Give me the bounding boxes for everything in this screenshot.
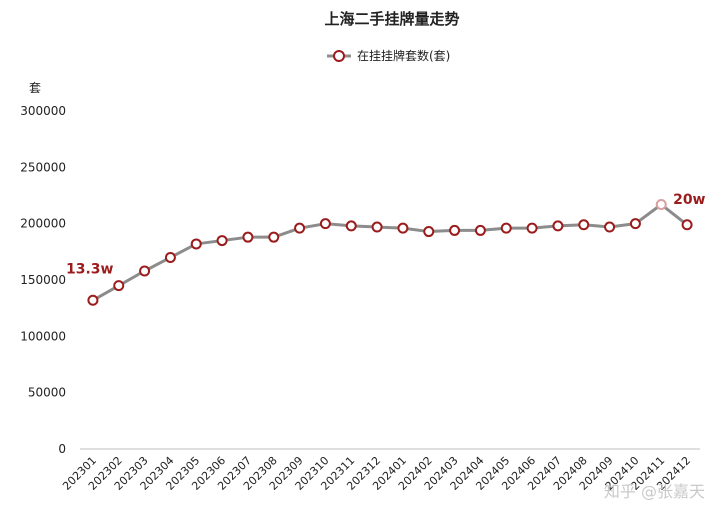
data-point	[449, 224, 461, 236]
chart-title: 上海二手挂牌量走势	[324, 10, 459, 28]
data-point	[604, 221, 616, 233]
data-point	[526, 222, 538, 234]
data-point	[216, 235, 228, 247]
data-point	[190, 238, 202, 250]
data-points	[87, 199, 693, 306]
y-tick-label: 300000	[20, 104, 66, 118]
data-point	[164, 251, 176, 263]
y-tick-label: 0	[58, 442, 66, 456]
legend: 在挂挂牌套数(套)	[327, 48, 450, 63]
data-point	[629, 218, 641, 230]
data-point	[552, 220, 564, 232]
y-tick-label: 250000	[20, 160, 66, 174]
data-point	[345, 220, 357, 232]
data-point	[294, 222, 306, 234]
y-axis-ticks: 0 50000 100000 150000 200000 250000 300000	[20, 104, 66, 456]
data-annotation: 20w	[673, 192, 705, 208]
y-tick-label: 100000	[20, 329, 66, 343]
y-tick-label: 50000	[28, 386, 66, 400]
data-point	[139, 265, 151, 277]
data-point	[655, 199, 667, 211]
data-point	[113, 280, 125, 292]
data-point	[242, 231, 254, 243]
legend-label: 在挂挂牌套数(套)	[357, 48, 450, 63]
y-axis-unit-label: 套	[29, 81, 41, 95]
annotations: 13.3w 20w	[66, 192, 706, 277]
data-point	[371, 221, 383, 233]
y-tick-label: 200000	[20, 217, 66, 231]
data-point	[397, 222, 409, 234]
data-point	[474, 224, 486, 236]
data-point	[423, 226, 435, 238]
data-point	[681, 219, 693, 231]
data-point	[268, 231, 280, 243]
data-point	[578, 219, 590, 231]
legend-marker-swatch	[333, 50, 345, 62]
series-line	[92, 203, 689, 302]
x-axis-ticks: 2023012023022023032023042023052023062023…	[60, 454, 693, 493]
data-point	[500, 222, 512, 234]
data-point	[319, 218, 331, 230]
y-tick-label: 150000	[20, 273, 66, 287]
watermark: 知乎 @张嘉天	[604, 482, 705, 501]
data-point	[87, 294, 99, 306]
data-annotation: 13.3w	[66, 261, 114, 277]
